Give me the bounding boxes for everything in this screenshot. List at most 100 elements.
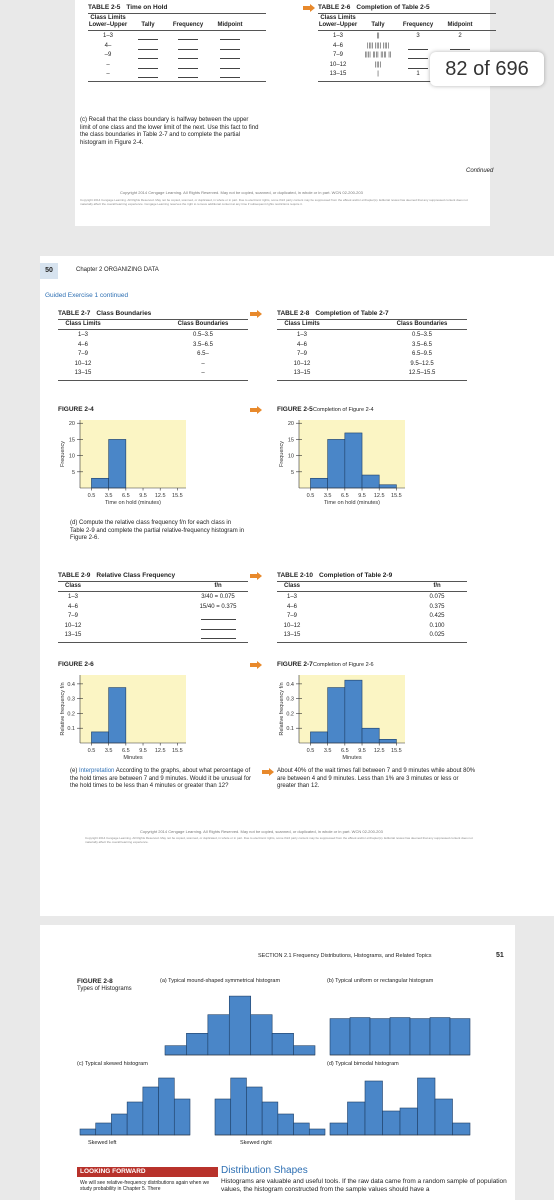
y-tick-label: 0.4 xyxy=(67,682,75,688)
blank-cell xyxy=(178,48,198,50)
y-tick-label: 5 xyxy=(291,470,294,476)
shape-bar xyxy=(449,1018,471,1056)
rule xyxy=(58,329,248,330)
shape-bar xyxy=(364,1080,383,1136)
y-tick-label: 0.3 xyxy=(67,697,75,703)
shape-bar xyxy=(173,1098,191,1136)
column-header: Lower–Upper xyxy=(318,22,358,28)
rule xyxy=(58,641,248,643)
blank-cell xyxy=(138,48,158,50)
table-title: TABLE 2-6 xyxy=(318,4,351,11)
shape-bar xyxy=(111,1113,128,1136)
column-header: Class Boundaries xyxy=(396,321,448,327)
table-cell: 13–15 xyxy=(329,71,347,77)
x-axis-label: Minutes xyxy=(342,755,362,761)
column-header: Lower–Upper xyxy=(88,22,128,28)
table-cell: |||| xyxy=(374,61,382,68)
part-e-term: Interpretation xyxy=(79,768,115,774)
table-cell: 12.5–15.5 xyxy=(408,370,436,376)
copyright: Copyright 2014 Cengage Learning. All Rig… xyxy=(140,829,383,834)
table-cell: 1–3 xyxy=(332,33,343,39)
table-title: TABLE 2-9 Relative Class Frequency xyxy=(58,572,175,580)
bar xyxy=(361,727,380,744)
bar xyxy=(91,477,109,489)
caption: (a) Typical mound-shaped symmetrical his… xyxy=(160,978,281,984)
y-tick-label: 15 xyxy=(69,437,75,443)
blank-cell xyxy=(450,48,470,50)
table-subtitle: Time on Hold xyxy=(126,4,168,11)
y-axis-label: Relative frequency f/n xyxy=(279,682,285,735)
continued: Continued xyxy=(466,168,494,174)
rule xyxy=(277,641,467,643)
bar xyxy=(108,687,127,744)
table-cell: 7–9 xyxy=(286,613,297,619)
rule xyxy=(88,13,266,14)
table-cell: 0.075 xyxy=(429,594,445,600)
blank-cell xyxy=(200,628,236,630)
figure-caption: Completion of Figure 2-6 xyxy=(313,661,374,668)
blank-cell xyxy=(138,77,158,78)
shape-bar xyxy=(186,1032,209,1056)
table-cell: 13–15 xyxy=(293,370,311,376)
column-header: Tally xyxy=(141,22,155,28)
shape-bar xyxy=(293,1122,310,1136)
shape-bar xyxy=(409,1018,431,1056)
table-cell: 13–15 xyxy=(74,370,92,376)
shape-bar xyxy=(79,1128,97,1136)
y-tick-label: 0.2 xyxy=(67,711,75,717)
x-tick-label: 0.5 xyxy=(88,748,96,754)
arrow xyxy=(250,406,262,414)
table-cell: 10–12 xyxy=(293,360,311,367)
table-title: TABLE 2-10 xyxy=(277,572,313,579)
x-tick-label: 9.5 xyxy=(139,748,147,754)
blank-cell xyxy=(178,58,198,59)
table-cell: – xyxy=(106,71,110,77)
table-title: TABLE 2-8 Completion of Table 2-7 xyxy=(277,310,389,318)
blank-cell xyxy=(138,58,158,59)
exercise-heading: Guided Exercise 1 continued xyxy=(45,292,129,299)
column-header: f/n xyxy=(433,583,441,589)
x-tick-label: 15.5 xyxy=(391,748,402,754)
bar xyxy=(91,731,109,744)
y-tick-label: 20 xyxy=(69,421,75,427)
figure-title: Types of Histograms xyxy=(77,986,132,992)
shape-bar xyxy=(382,1110,401,1136)
blank-cell xyxy=(138,67,158,69)
table-cell: 4–6 xyxy=(332,42,343,49)
blank-cell xyxy=(178,67,198,69)
shape-bar xyxy=(329,1122,348,1136)
table-cell: – xyxy=(201,360,205,367)
arrow xyxy=(250,310,262,318)
y-tick-label: 0.1 xyxy=(286,726,294,732)
x-tick-label: 9.5 xyxy=(358,748,366,754)
table-cell: 0.425 xyxy=(429,613,445,619)
shape-bar xyxy=(271,1032,294,1056)
x-axis-label: Minutes xyxy=(123,755,143,761)
x-tick-label: 15.5 xyxy=(391,493,402,499)
copyright-note: Copyright 2014 Cengage Learning. All Rig… xyxy=(80,198,468,206)
y-tick-label: 20 xyxy=(288,421,294,427)
shape-bar xyxy=(277,1113,294,1136)
shape-bar xyxy=(369,1018,391,1056)
table-title: TABLE 2-8 xyxy=(277,310,310,317)
bar xyxy=(361,474,380,489)
blank-cell xyxy=(408,58,428,59)
shape-bar xyxy=(429,1017,451,1056)
column-header: Class xyxy=(283,583,300,589)
table-cell: | xyxy=(377,71,379,77)
arrow xyxy=(250,661,262,669)
shape-bar xyxy=(399,1107,418,1136)
bar xyxy=(310,731,328,744)
blank-cell xyxy=(178,77,198,78)
blank-cell xyxy=(220,77,240,78)
section-header: SECTION 2.1 Frequency Distributions, His… xyxy=(258,953,432,959)
table-cell: 1–3 xyxy=(77,332,88,338)
bar xyxy=(310,477,328,489)
figure-label: FIGURE 2-6 xyxy=(58,661,94,668)
table-cell: 6.5–9.5 xyxy=(411,351,433,357)
table-cell: 4–6 xyxy=(77,341,88,348)
caption: Skewed left xyxy=(88,1140,117,1146)
x-axis-label: Time on hold (minutes) xyxy=(324,500,380,506)
bar xyxy=(378,739,397,744)
